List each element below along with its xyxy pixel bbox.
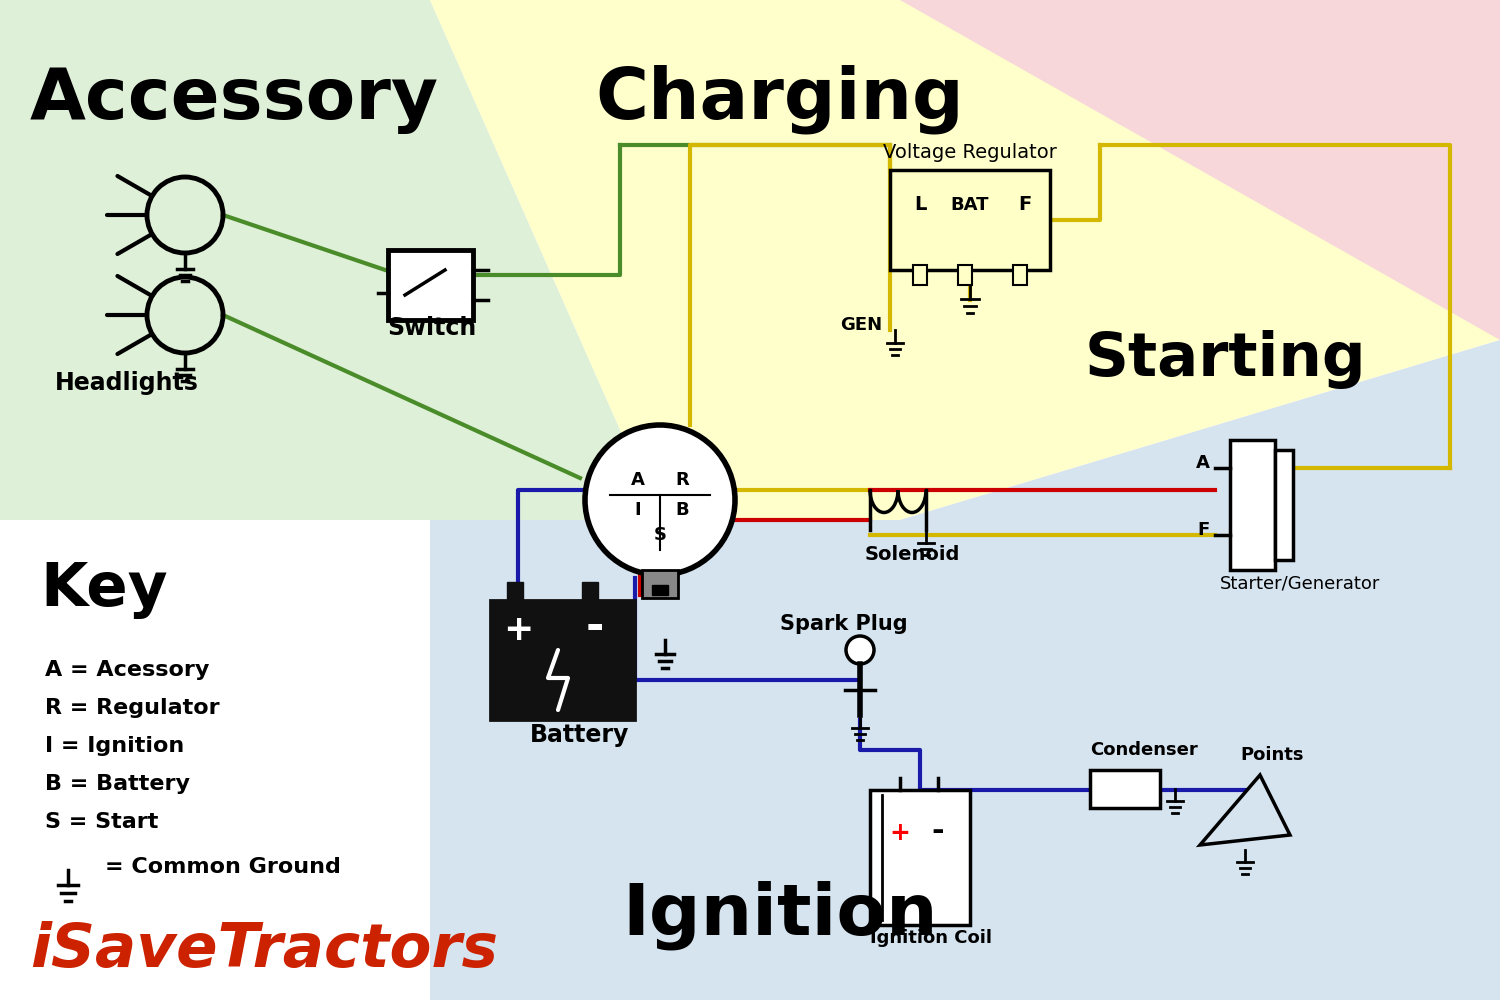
- Text: Ignition Coil: Ignition Coil: [870, 929, 992, 947]
- Text: I = Ignition: I = Ignition: [45, 736, 184, 756]
- Text: S: S: [654, 526, 666, 544]
- Bar: [387, 250, 472, 320]
- Text: iSaveTractors: iSaveTractors: [30, 921, 498, 980]
- Text: R = Regulator: R = Regulator: [45, 698, 219, 718]
- Bar: [1275, 450, 1293, 560]
- Bar: [958, 265, 972, 285]
- Text: = Common Ground: = Common Ground: [105, 857, 340, 877]
- Text: Starter/Generator: Starter/Generator: [1220, 574, 1380, 592]
- Bar: [490, 600, 634, 720]
- Text: A = Acessory: A = Acessory: [45, 660, 210, 680]
- Text: Key: Key: [40, 560, 168, 619]
- Polygon shape: [430, 0, 1500, 520]
- Text: Charging: Charging: [596, 65, 964, 134]
- Text: GEN: GEN: [840, 316, 882, 334]
- Text: Headlights: Headlights: [56, 371, 200, 395]
- Bar: [1230, 440, 1275, 570]
- Text: L: L: [914, 195, 926, 214]
- Text: B = Battery: B = Battery: [45, 774, 190, 794]
- Text: -: -: [586, 606, 604, 649]
- Bar: [890, 170, 1050, 270]
- Text: Solenoid: Solenoid: [865, 545, 960, 564]
- Text: Voltage Regulator: Voltage Regulator: [884, 143, 1058, 162]
- Text: Switch: Switch: [387, 316, 477, 340]
- Text: Points: Points: [1240, 746, 1304, 764]
- Text: Starting: Starting: [1084, 330, 1366, 389]
- Polygon shape: [0, 0, 660, 520]
- Text: B: B: [675, 501, 688, 519]
- Text: Ignition: Ignition: [622, 880, 938, 950]
- Text: A: A: [632, 471, 645, 489]
- Circle shape: [846, 636, 874, 664]
- Text: -: -: [932, 817, 945, 846]
- Bar: [1090, 770, 1160, 808]
- Text: +: +: [503, 613, 532, 647]
- Polygon shape: [0, 340, 1500, 1000]
- Text: S = Start: S = Start: [45, 812, 159, 832]
- Bar: [507, 582, 524, 602]
- Bar: [1013, 265, 1028, 285]
- Bar: [642, 570, 678, 598]
- Bar: [870, 790, 970, 925]
- Text: A: A: [1196, 454, 1210, 472]
- Text: BAT: BAT: [951, 196, 990, 214]
- Text: I: I: [634, 501, 642, 519]
- Polygon shape: [0, 520, 430, 1000]
- Bar: [652, 585, 668, 595]
- Text: Condenser: Condenser: [1090, 741, 1197, 759]
- Text: R: R: [675, 471, 688, 489]
- Text: Spark Plug: Spark Plug: [780, 614, 908, 634]
- Text: +: +: [890, 821, 910, 845]
- Text: Accessory: Accessory: [30, 65, 439, 134]
- Text: F: F: [1019, 195, 1032, 214]
- Text: F: F: [1197, 521, 1210, 539]
- Text: Battery: Battery: [530, 723, 630, 747]
- Circle shape: [585, 425, 735, 575]
- Bar: [914, 265, 927, 285]
- Bar: [582, 582, 598, 602]
- Polygon shape: [900, 0, 1500, 340]
